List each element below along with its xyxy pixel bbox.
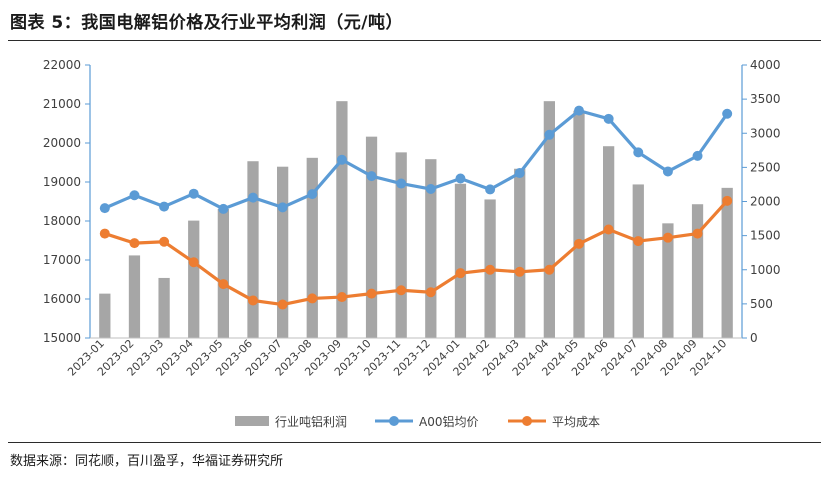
- profit-bar: [691, 204, 704, 338]
- price-point: [544, 129, 555, 140]
- chart-canvas: 1500016000170001800019000200002100022000…: [43, 58, 781, 429]
- cost-point: [129, 238, 140, 249]
- cost-point: [218, 279, 229, 290]
- right-axis-tick-label: 0: [750, 331, 758, 345]
- profit-bar: [365, 136, 378, 338]
- legend-price-marker: [389, 416, 399, 426]
- profit-bar: [662, 223, 674, 338]
- data-source-note: 数据来源：同花顺，百川盈孚，华福证券研究所: [10, 454, 284, 469]
- price-point: [425, 184, 436, 195]
- cost-point: [336, 292, 347, 303]
- cost-point: [544, 264, 555, 275]
- cost-point: [425, 287, 436, 298]
- price-line: [104, 109, 729, 211]
- cost-point: [514, 266, 525, 277]
- profit-bar: [721, 187, 733, 338]
- left-axis-tick-label: 15000: [43, 331, 81, 345]
- profit-bar: [514, 168, 526, 338]
- profit-bar: [188, 220, 200, 338]
- price-point: [99, 203, 110, 214]
- profit-bar: [603, 146, 615, 338]
- cost-point: [277, 299, 288, 310]
- right-axis-tick-label: 2500: [750, 160, 781, 174]
- cost-point: [307, 293, 318, 304]
- cost-point: [485, 264, 496, 275]
- cost-point: [366, 288, 377, 299]
- chart-title: 图表 5：我国电解铝价格及行业平均利润（元/吨）: [10, 13, 403, 33]
- legend-cost-label: 平均成本: [552, 415, 600, 429]
- price-point: [159, 201, 170, 212]
- cost-point: [603, 224, 614, 235]
- price-point: [633, 147, 644, 158]
- legend-cost-marker: [522, 416, 532, 426]
- right-axis-tick-label: 500: [750, 297, 773, 311]
- price-point: [603, 113, 614, 124]
- price-point: [722, 108, 733, 119]
- cost-line: [104, 199, 729, 307]
- title-divider: [8, 40, 821, 41]
- cost-point: [396, 285, 407, 296]
- price-point: [277, 202, 288, 213]
- profit-bar: [128, 255, 141, 338]
- price-point: [574, 105, 584, 116]
- price-point: [662, 166, 673, 177]
- right-axis-tick-label: 3000: [750, 126, 781, 140]
- profit-bar: [573, 110, 585, 338]
- left-axis-tick-label: 16000: [43, 292, 81, 306]
- price-point: [248, 192, 258, 203]
- profit-bar: [277, 166, 289, 338]
- cost-point: [574, 238, 584, 249]
- source-divider: [8, 442, 821, 443]
- left-axis-tick-label: 17000: [43, 253, 81, 267]
- left-axis-tick-label: 20000: [43, 136, 81, 150]
- price-point: [514, 168, 525, 179]
- profit-bar: [395, 152, 407, 338]
- price-point: [455, 173, 466, 184]
- legend-bar-swatch: [235, 416, 269, 426]
- profit-bar: [425, 159, 437, 338]
- cost-point: [633, 236, 644, 247]
- price-point: [188, 188, 199, 199]
- cost-point: [455, 268, 466, 279]
- profit-bar: [632, 184, 644, 338]
- right-axis-tick-label: 4000: [750, 58, 781, 72]
- profit-bar: [306, 157, 318, 338]
- cost-point: [248, 295, 258, 306]
- price-point: [307, 189, 318, 200]
- right-axis-tick-label: 1000: [750, 263, 781, 277]
- profit-bar: [543, 101, 555, 338]
- right-axis-tick-label: 3500: [750, 92, 781, 106]
- profit-bar: [336, 101, 348, 338]
- price-point: [336, 154, 347, 165]
- price-point: [396, 178, 407, 189]
- left-axis-tick-label: 22000: [43, 58, 81, 72]
- price-point: [129, 190, 140, 201]
- price-point: [692, 150, 703, 161]
- cost-point: [692, 228, 703, 239]
- profit-bar: [158, 277, 170, 338]
- profit-bar: [217, 209, 229, 338]
- right-axis-tick-label: 2000: [750, 195, 781, 209]
- profit-bar: [99, 293, 111, 338]
- left-axis-tick-label: 19000: [43, 175, 81, 189]
- cost-point: [99, 228, 110, 239]
- right-axis-tick-label: 1500: [750, 229, 781, 243]
- cost-point: [722, 195, 733, 206]
- profit-bar: [247, 161, 259, 338]
- price-point: [218, 203, 229, 214]
- cost-point: [159, 236, 170, 247]
- profit-bar: [454, 183, 467, 338]
- left-axis-tick-label: 21000: [43, 97, 81, 111]
- legend-bar-label: 行业吨铝利润: [275, 414, 347, 429]
- left-axis-tick-label: 18000: [43, 214, 81, 228]
- price-point: [366, 171, 377, 182]
- price-point: [485, 184, 496, 195]
- cost-point: [662, 232, 673, 243]
- cost-point: [188, 257, 199, 268]
- legend-price-label: A00铝均价: [419, 414, 478, 429]
